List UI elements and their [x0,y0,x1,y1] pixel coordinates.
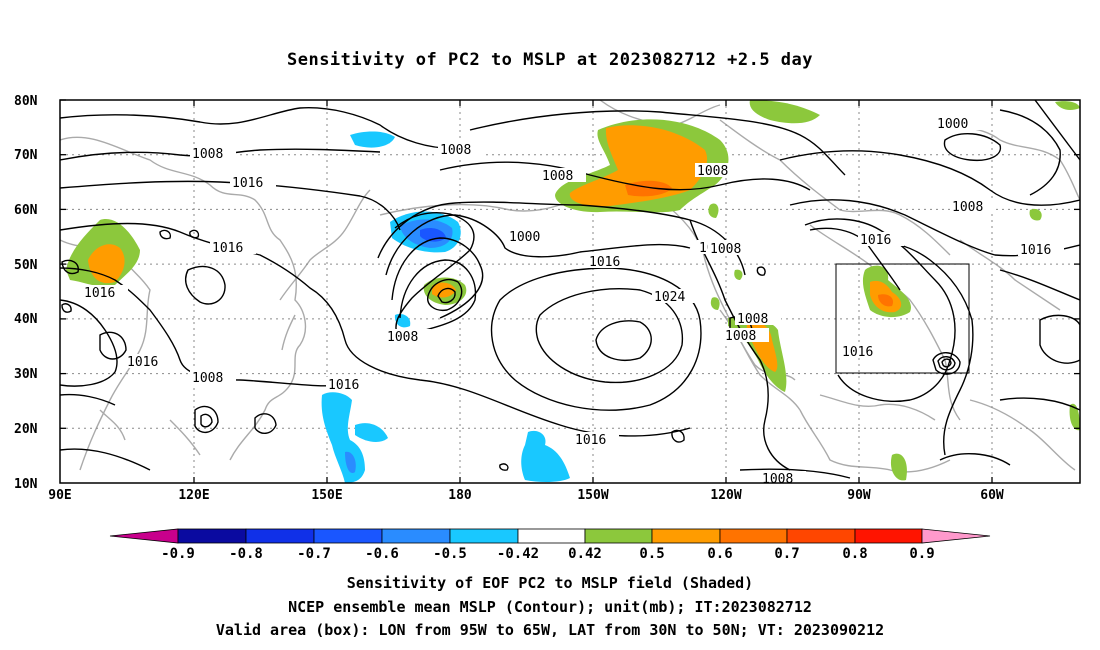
colorbar-label: 0.8 [842,546,867,562]
contour-label: 1008 [737,312,768,327]
colorbar-swatch [381,528,451,544]
colorbar-label: 0.9 [909,546,934,562]
contour-label: 1008 [697,164,728,179]
positive-patch [890,453,907,481]
lat-label: 80N [14,94,38,109]
page-title: Sensitivity of PC2 to MSLP at 2023082712… [286,50,813,70]
contour-label: 1016 [212,241,243,256]
colorbar-swatch [245,528,315,544]
colorbar [109,528,991,544]
caption-contour: NCEP ensemble mean MSLP (Contour); unit(… [288,598,812,616]
colorbar-label: 0.5 [639,546,664,562]
colorbar-label: 0.42 [568,546,602,562]
negative-patch [345,451,356,474]
positive-patch [1069,403,1080,431]
contour-label: 1008 [192,371,223,386]
contour-label: 1000 [509,230,540,245]
contour-label: 1000 [937,117,968,132]
lat-label: 50N [14,258,38,273]
colorbar-swatch [313,528,383,544]
contour-label: 1016 [84,286,115,301]
colorbar-label: -0.5 [433,546,467,562]
tick-marks [60,99,1080,483]
positive-patch [569,125,708,207]
colorbar-swatch [786,528,856,544]
caption-valid-area: Valid area (box): LON from 95W to 65W, L… [215,621,885,639]
negative-patch [521,430,570,483]
lon-label: 150W [577,488,608,503]
valid-area-box [835,263,970,374]
contour-label: 1016 [575,433,606,448]
colorbar-swatch [584,528,653,544]
contour-label: 1008 [542,169,573,184]
contour-label: 1016 [328,378,359,393]
colorbar-label: -0.6 [365,546,399,562]
colorbar-swatch [177,528,247,544]
contour-label: 1008 [440,143,471,158]
map-plot-area: 1008 1008 1008 1016 1016 1016 1000 1016 … [60,100,1080,487]
colorbar-label: -0.9 [161,546,195,562]
lon-label: 60W [980,488,1004,503]
lat-label: 70N [14,148,38,163]
positive-patch [1029,208,1042,221]
contour-label: 1016 [842,345,873,360]
negative-patch [350,131,395,148]
colorbar-label: -0.8 [229,546,263,562]
colorbar-label: 0.7 [774,546,799,562]
positive-patch [625,180,672,197]
colorbar-swatch [854,528,923,544]
lat-label: 60N [14,203,38,218]
lon-label: 90W [847,488,871,503]
colorbar-label: 0.6 [707,546,732,562]
lat-label: 30N [14,367,38,382]
colorbar-label: -0.42 [497,546,539,562]
contour-label: 1008 [710,242,741,257]
contour-label: 1016 [127,355,158,370]
colorbar-label: -0.7 [297,546,331,562]
colorbar-swatch [517,528,586,544]
positive-patch [734,269,743,280]
lat-label: 10N [14,477,38,492]
contour-label: 1008 [192,147,223,162]
colorbar-swatch [921,528,991,544]
contour-label: 1016 [860,233,891,248]
colorbar-labels: -0.9 -0.8 -0.7 -0.6 -0.5 -0.42 0.42 0.5 … [161,546,935,562]
positive-patch [1055,101,1080,110]
lon-labels: 90E 120E 150E 180 150W 120W 90W 60W [48,488,1004,503]
lat-labels: 80N 70N 60N 50N 40N 30N 20N 10N [14,94,38,492]
lon-label: 180 [448,488,472,503]
contour-label: 1008 [952,200,983,215]
lon-label: 120E [178,488,209,503]
positive-patch [878,294,894,307]
colorbar-swatch [449,528,519,544]
lon-label: 150E [311,488,342,503]
lon-label: 90E [48,488,71,503]
lat-label: 40N [14,312,38,327]
contour-label: 1008 [762,472,793,487]
caption-shading: Sensitivity of EOF PC2 to MSLP field (Sh… [346,574,754,592]
contour-labels: 1008 1008 1008 1016 1016 1016 1000 1016 … [82,116,1064,487]
contour-label: 1016 [232,176,263,191]
map-frame [59,99,1081,484]
positive-patch [708,203,719,218]
positive-patch [710,297,720,310]
colorbar-swatch [109,528,179,544]
contour-label: 1016 [1020,243,1051,258]
colorbar-swatch [719,528,788,544]
lat-label: 20N [14,422,38,437]
colorbar-swatch [651,528,721,544]
contour-label: 1008 [725,329,756,344]
coastlines [60,100,1080,473]
negative-patch [355,423,388,442]
positive-patch [749,100,820,124]
contour-label: 1016 [589,255,620,270]
contour-label: 1008 [387,330,418,345]
mslp-contours [60,100,1080,479]
contour-label: 1024 [654,290,685,305]
lon-label: 120W [710,488,741,503]
